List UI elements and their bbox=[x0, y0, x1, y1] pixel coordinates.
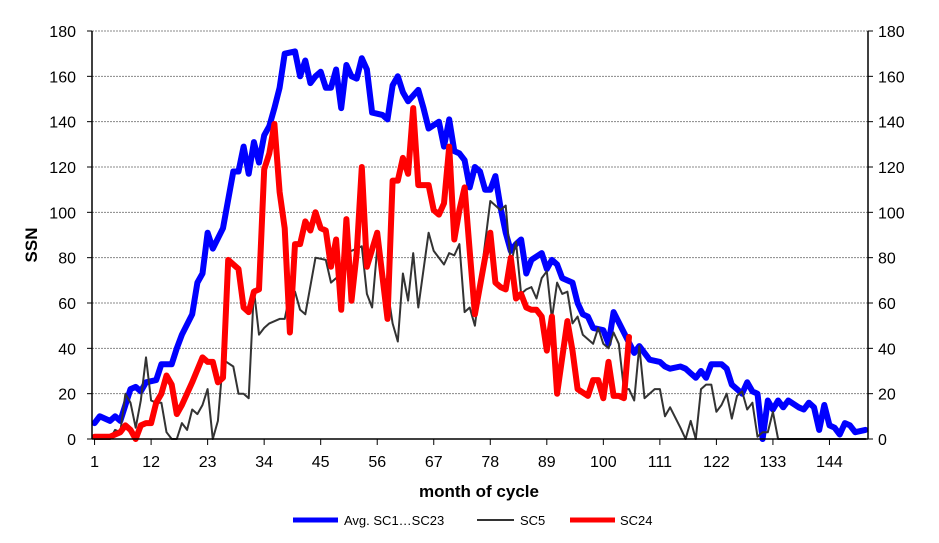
y-tick-label: 180 bbox=[49, 24, 76, 41]
x-tick-label: 144 bbox=[816, 454, 843, 471]
series-line-avg-sc1-sc23 bbox=[91, 48, 869, 442]
legend-label-sc24: SC24 bbox=[620, 513, 653, 528]
y-tick-label-right: 0 bbox=[878, 432, 887, 449]
y-axis-label: SSN bbox=[22, 228, 41, 263]
series-line-sc5 bbox=[93, 200, 867, 440]
x-tick-label: 67 bbox=[425, 454, 443, 471]
x-tick-label: 133 bbox=[760, 454, 787, 471]
x-tick-label: 12 bbox=[142, 454, 160, 471]
legend: Avg. SC1…SC23 SC5 SC24 bbox=[293, 513, 653, 528]
y-tick-label: 60 bbox=[58, 296, 76, 313]
series-line-sc24 bbox=[91, 105, 632, 442]
x-tick-label: 23 bbox=[199, 454, 217, 471]
y-tick-label-right: 120 bbox=[878, 160, 905, 177]
x-tick-label: 89 bbox=[538, 454, 556, 471]
x-tick-label: 100 bbox=[590, 454, 617, 471]
y-tick-label-right: 180 bbox=[878, 24, 905, 41]
y-tick-label: 0 bbox=[67, 432, 76, 449]
y-tick-label-right: 20 bbox=[878, 387, 896, 404]
x-tick-label: 56 bbox=[368, 454, 386, 471]
x-tick-label: 122 bbox=[703, 454, 730, 471]
y-tick-label-right: 160 bbox=[878, 69, 905, 86]
x-tick-label: 34 bbox=[255, 454, 273, 471]
y-tick-label-right: 140 bbox=[878, 115, 905, 132]
series-lines bbox=[91, 48, 869, 442]
legend-label-avg: Avg. SC1…SC23 bbox=[344, 513, 444, 528]
x-axis-label: month of cycle bbox=[419, 482, 539, 501]
y-tick-label: 40 bbox=[58, 341, 76, 358]
y-tick-label-right: 80 bbox=[878, 251, 896, 268]
y-tick-label-right: 60 bbox=[878, 296, 896, 313]
x-tick-label: 45 bbox=[312, 454, 330, 471]
gridlines bbox=[92, 30, 868, 395]
x-tick-label: 78 bbox=[481, 454, 499, 471]
legend-label-sc5: SC5 bbox=[520, 513, 545, 528]
y-tick-label-right: 100 bbox=[878, 205, 905, 222]
y-tick-label: 20 bbox=[58, 387, 76, 404]
y-tick-label: 160 bbox=[49, 69, 76, 86]
y-tick-label: 140 bbox=[49, 115, 76, 132]
x-tick-label: 111 bbox=[648, 454, 672, 471]
y-tick-label: 80 bbox=[58, 251, 76, 268]
x-tick-labels: 1 12 23 34 45 56 67 78 89 100 111 122 133 144 bbox=[90, 439, 843, 471]
y-tick-label-right: 40 bbox=[878, 341, 896, 358]
y-tick-label: 100 bbox=[49, 205, 76, 222]
y-tick-labels: 0 0 20 20 40 40 60 60 80 80 100 100 120 120 140 140 160 1… bbox=[49, 24, 905, 449]
y-tick-label: 120 bbox=[49, 160, 76, 177]
x-tick-label: 1 bbox=[90, 454, 99, 471]
